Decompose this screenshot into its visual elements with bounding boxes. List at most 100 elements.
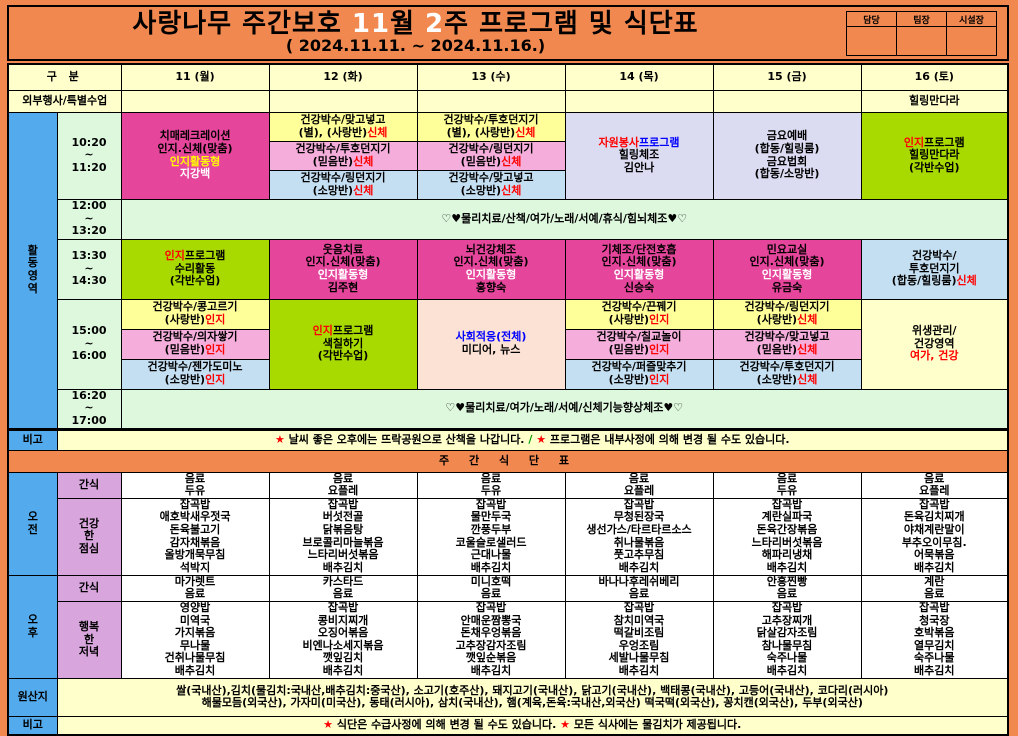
- program-title: 웃음치료 인지.신체(맞춤): [305, 242, 381, 269]
- category-tag: 신체: [501, 183, 522, 197]
- program-suffix: 프로그램: [184, 249, 226, 263]
- program-prefix: 인지: [903, 135, 925, 149]
- column-header-tue: 12 (화): [268, 63, 418, 91]
- lunch-sat: 잡곡밥 돈육김치찌개 야채계란말이 부추오이무침. 어묵볶음 배추김치: [860, 497, 1009, 576]
- cell-mon-1500-b: 건강박수/의자쌓기 (믿음반)인지: [120, 328, 270, 360]
- program-suffix: 프로그램: [332, 324, 374, 338]
- category-tag: 인지: [649, 313, 670, 326]
- cell-mon-1330: 인지프로그램 수리활동 (각반수업): [120, 238, 270, 300]
- star-icon: ★: [323, 718, 334, 732]
- program-title: 위생관리/ 건강영역: [912, 324, 957, 350]
- activity-title: 건강박수/의자쌓기: [152, 330, 238, 344]
- category-tag: 신체: [501, 154, 522, 168]
- cell-wed-1020-c: 건강박수/맞고넣고 (소망반)신체: [416, 169, 566, 200]
- cell-wed-1500: 사회적응(전체) 미디어, 뉴스: [416, 298, 566, 390]
- note-text: 프로그램은 내부사정에 의해 변경 될 수도 있습니다.: [546, 432, 790, 446]
- instructor-name: 신승숙: [623, 280, 655, 294]
- origin-label: 원산지: [7, 677, 58, 717]
- lunch-break-row: ♡♥물리치료/산책/여가/노래/서예/휴식/힘뇌체조♥♡: [120, 198, 1009, 240]
- class-name: (사랑반): [756, 313, 798, 326]
- star-icon: ★: [536, 432, 547, 446]
- cell-mon-1500-a: 건강박수/콩고르기 (사랑반)인지: [120, 298, 270, 330]
- weekly-program-sheet: 사랑나무 주간보호 11월 2주 프로그램 및 식단표 ( 2024.11.11…: [7, 5, 1010, 736]
- pm-snack-fri: 안흥찐빵 음료: [712, 574, 862, 602]
- title-month: 11: [351, 8, 391, 39]
- class-name: (소망반): [164, 373, 206, 386]
- program-title: 치매레크레이션 인지.신체(맞춤): [157, 129, 233, 155]
- activity-title: 건강박수/젠가도미노: [147, 360, 243, 374]
- class-name: (합동/힐링룸): [891, 274, 957, 288]
- lunch-mon: 잡곡밥 애호박새우젓국 돈육불고기 감자채볶음 올방개묵무침 석박지: [120, 497, 270, 576]
- sign-label-siseoljang: 시설장: [946, 11, 997, 27]
- activity-title: 건강박수/투호던지기: [295, 141, 391, 155]
- am-snack-label: 간식: [56, 471, 122, 499]
- program-suffix: 프로그램: [924, 135, 965, 149]
- cell-fri-1330: 민요교실 인지.신체(맞춤) 인지활동형 유금숙: [712, 238, 862, 300]
- activity-title: 건강박수/ 투호던지기: [908, 249, 960, 275]
- program-suffix: 프로그램: [639, 135, 680, 149]
- category-tag: 인지: [649, 343, 670, 356]
- program-category: 여가, 건강: [910, 349, 959, 363]
- note-label: 비고: [7, 715, 58, 736]
- program-body: 색칠하기 (각반수업): [317, 336, 369, 363]
- title-week-suffix: 주 프로그램 및 식단표: [444, 8, 699, 39]
- note-label: 비고: [7, 427, 58, 451]
- cell-sat-1020: 인지프로그램 힐링만다라 (각반수업): [860, 111, 1009, 200]
- activity-title: 건강박수/칠교놀이: [596, 330, 682, 344]
- class-name: (사랑반): [608, 313, 650, 326]
- cell-fri-1500-c: 건강박수/투호던지기 (소망반)신체: [712, 358, 862, 390]
- class-name: (소망반): [756, 373, 798, 386]
- cell-mon-1500-c: 건강박수/젠가도미노 (소망반)인지: [120, 358, 270, 390]
- schedule-table: 구 분 11 (월) 12 (화) 13 (수) 14 (목) 15 (금) 1…: [7, 63, 1010, 736]
- date-range: ( 2024.11.11. ~ 2024.11.16.): [285, 36, 546, 56]
- class-name: (믿음반): [608, 343, 650, 356]
- instructor-name: 홍향숙: [475, 280, 507, 294]
- lunch-fri: 잡곡밥 계란실파국 돈육간장볶음 느타리버섯볶음 해파리냉채 배추김치: [712, 497, 862, 576]
- category-tag: 인지: [205, 313, 226, 326]
- column-header-thu: 14 (목): [564, 63, 714, 91]
- category-tag: 신체: [797, 343, 818, 356]
- class-name: (믿음반): [460, 154, 502, 168]
- activity-title: 건강박수/링던지기: [448, 141, 534, 155]
- am-snack-wed: 음료 두유: [416, 471, 566, 499]
- pm-snack-tue: 카스타드 음료: [268, 574, 418, 602]
- sign-label-timjang: 팀장: [896, 11, 947, 27]
- title-left: 사랑나무 주간보호: [132, 8, 352, 39]
- program-prefix: 인지: [312, 324, 333, 338]
- cell-mon-1020: 치매레크레이션 인지.신체(맞춤) 인지활동형 지강백: [120, 111, 270, 200]
- note-text: 모든 식사에는 물김치가 제공됩니다.: [570, 718, 742, 732]
- pm-snack-label: 간식: [56, 574, 122, 602]
- program-type: 인지활동형: [465, 268, 517, 281]
- category-tag: 신체: [956, 274, 977, 288]
- activity-title: 건강박수/투호던지기: [443, 112, 539, 126]
- am-label: 오 전: [7, 471, 58, 576]
- program-title: 사회적응(전체): [455, 330, 527, 344]
- instructor-name: 지강백: [179, 167, 211, 181]
- program-body: 금요예배 (합동/힐링룸) 금요법회 (합동/소망반): [754, 129, 820, 181]
- cell-thu-1500-a: 건강박수/끈꿰기 (사랑반)인지: [564, 298, 714, 330]
- pm-label: 오 후: [7, 574, 58, 679]
- column-header-gubun: 구 분: [7, 63, 122, 91]
- cell-sat-1330: 건강박수/ 투호던지기 (합동/힐링룸)신체: [860, 238, 1009, 300]
- dinner-label: 행복 한 저녁: [56, 600, 122, 679]
- am-snack-mon: 음료 두유: [120, 471, 270, 499]
- column-header-fri: 15 (금): [712, 63, 862, 91]
- origin-info: 쌀(국내산),김치(물김치:국내산,배추김치:중국산), 소고기(호주산), 돼…: [56, 677, 1009, 717]
- program-body: 힐링만다라 (각반수업): [908, 148, 960, 174]
- class-name: (사랑반): [164, 313, 206, 326]
- cell-fri-1500-a: 건강박수/링던지기 (사랑반)신체: [712, 298, 862, 330]
- cell-fri-1020: 금요예배 (합동/힐링룸) 금요법회 (합동/소망반): [712, 111, 862, 200]
- cell-thu-1330: 기체조/단전호흡 인지.신체(맞춤) 인지활동형 신승숙: [564, 238, 714, 300]
- special-cell-sat: 힐링만다라: [860, 89, 1009, 113]
- category-tag: 신체: [515, 125, 536, 139]
- cell-sat-1500: 위생관리/ 건강영역 여가, 건강: [860, 298, 1009, 390]
- class-name: (별), (사랑반): [446, 125, 516, 139]
- star-icon: ★: [274, 432, 285, 446]
- activity-title: 건강박수/링던지기: [300, 170, 386, 184]
- lunch-thu: 잡곡밥 무청된장국 생선가스/타르타르소스 취나물볶음 풋고추무침 배추김치: [564, 497, 714, 576]
- class-name: (믿음반): [164, 343, 206, 356]
- activity-title: 건강박수/맞고넣고: [744, 330, 830, 344]
- activity-title: 건강박수/투호던지기: [739, 360, 835, 374]
- cell-thu-1500-c: 건강박수/퍼즐맞추기 (소망반)인지: [564, 358, 714, 390]
- time-1500: 15:00 ~ 16:00: [56, 298, 122, 390]
